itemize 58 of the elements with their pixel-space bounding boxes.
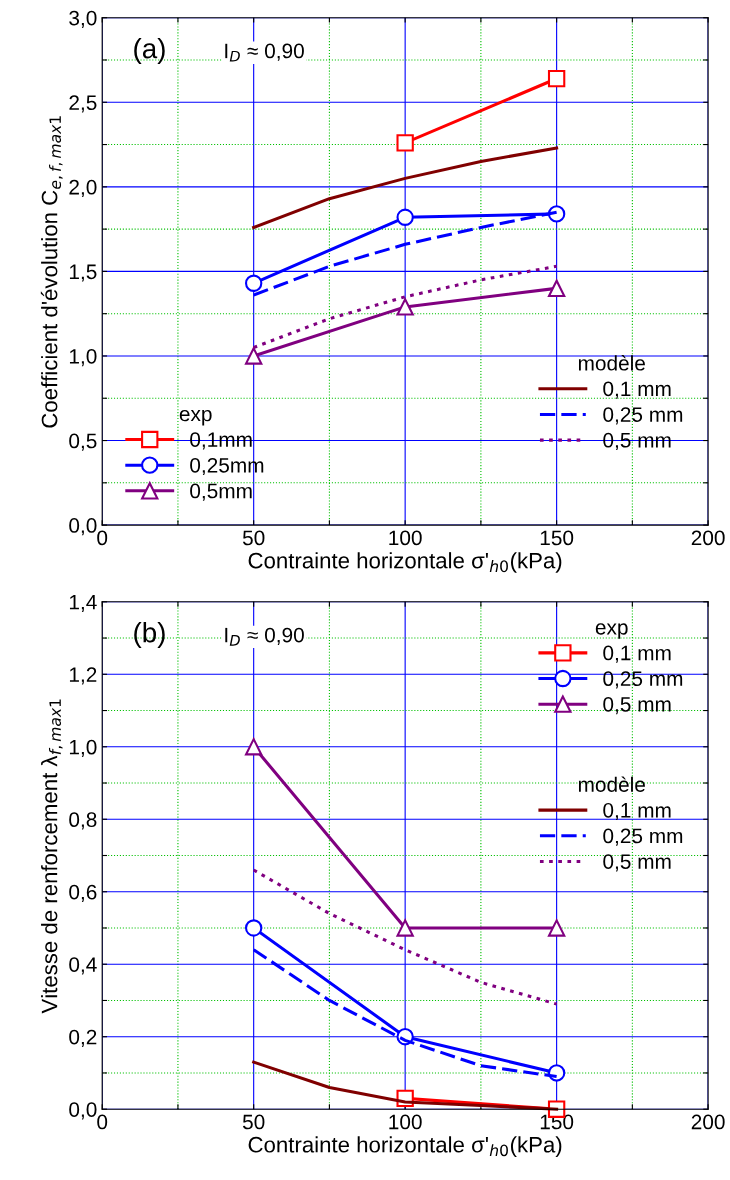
legend-label: 0,1 mm bbox=[603, 802, 671, 821]
legend-label: 0,1 mm bbox=[603, 381, 671, 399]
text: (a) bbox=[134, 38, 165, 64]
y-tick-label: 1,4 bbox=[69, 595, 97, 613]
legend-label: 0,5 mm bbox=[603, 696, 671, 715]
y-tick-label: 0,6 bbox=[69, 884, 97, 902]
y-tick-label: 1,2 bbox=[69, 667, 97, 685]
legend-label: 0,25 mm bbox=[603, 671, 683, 689]
x-tick-label: 200 bbox=[691, 530, 725, 546]
point bbox=[396, 208, 414, 226]
line-series bbox=[252, 868, 559, 1006]
y-axis-title: Coefficient d'évolution C$_{e,f,max1}$ bbox=[40, 116, 63, 428]
annotation: modèle bbox=[578, 776, 645, 792]
point bbox=[245, 738, 263, 756]
legend-label: 0,25 mm bbox=[603, 828, 683, 846]
legend-title: exp bbox=[179, 409, 212, 426]
point bbox=[245, 347, 263, 365]
x-tick-label: 100 bbox=[389, 1114, 422, 1130]
annotation: I$_{D}$ ≈ 0,90 bbox=[225, 43, 304, 62]
legend-label: 0,5 mm bbox=[603, 854, 671, 872]
y-tick-label: 0,4 bbox=[69, 957, 97, 975]
y-tick-label: 0,0 bbox=[69, 1102, 97, 1120]
annotation: I$_{D}$ ≈ 0,90 bbox=[225, 627, 304, 646]
x-tick-label: 100 bbox=[389, 530, 422, 546]
y-tick-label: 0,8 bbox=[69, 812, 97, 830]
legend-label: 0,5mm bbox=[190, 483, 252, 501]
y-tick-label: 3,0 bbox=[69, 10, 97, 28]
text: (b) bbox=[134, 622, 165, 648]
y-tick-label: 0,2 bbox=[69, 1029, 97, 1047]
legend-title: exp bbox=[595, 623, 628, 639]
x-tick-label: 200 bbox=[691, 1114, 725, 1130]
point bbox=[547, 919, 566, 937]
line-series bbox=[252, 146, 559, 229]
y-tick-label: 0,0 bbox=[69, 518, 97, 536]
y-tick-label: 1,5 bbox=[69, 264, 97, 282]
point bbox=[547, 279, 566, 297]
y-tick-label: 0,5 bbox=[69, 433, 97, 451]
x-tick-label: 50 bbox=[242, 530, 265, 546]
point bbox=[396, 134, 414, 152]
point bbox=[396, 919, 414, 937]
y-tick-label: 1,0 bbox=[69, 739, 97, 757]
x-tick-label: 0 bbox=[97, 1114, 108, 1130]
x-tick-label: 0 bbox=[97, 530, 108, 546]
x-tick-label: 150 bbox=[540, 530, 574, 546]
legend-label: 0,25 mm bbox=[603, 407, 683, 425]
x-axis-title: Contrainte horizontale σ'$_{h0}$(kPa) bbox=[248, 1136, 562, 1157]
y-tick-label: 2,5 bbox=[69, 95, 97, 113]
point bbox=[396, 298, 414, 316]
point bbox=[547, 69, 566, 88]
x-tick-label: 50 bbox=[242, 1114, 265, 1130]
point bbox=[245, 274, 263, 292]
y-tick-label: 1,0 bbox=[69, 348, 97, 367]
y-tick-label: 2,0 bbox=[69, 179, 97, 198]
x-axis-title: Contrainte horizontale σ'$_{h0}$(kPa) bbox=[248, 552, 562, 573]
y-axis-title: Vitesse de renforcement λ$_{f,max1}$ bbox=[41, 699, 63, 1014]
point bbox=[245, 919, 263, 937]
legend-label: 0,1 mm bbox=[603, 645, 671, 663]
annotation: modèle bbox=[578, 355, 645, 371]
